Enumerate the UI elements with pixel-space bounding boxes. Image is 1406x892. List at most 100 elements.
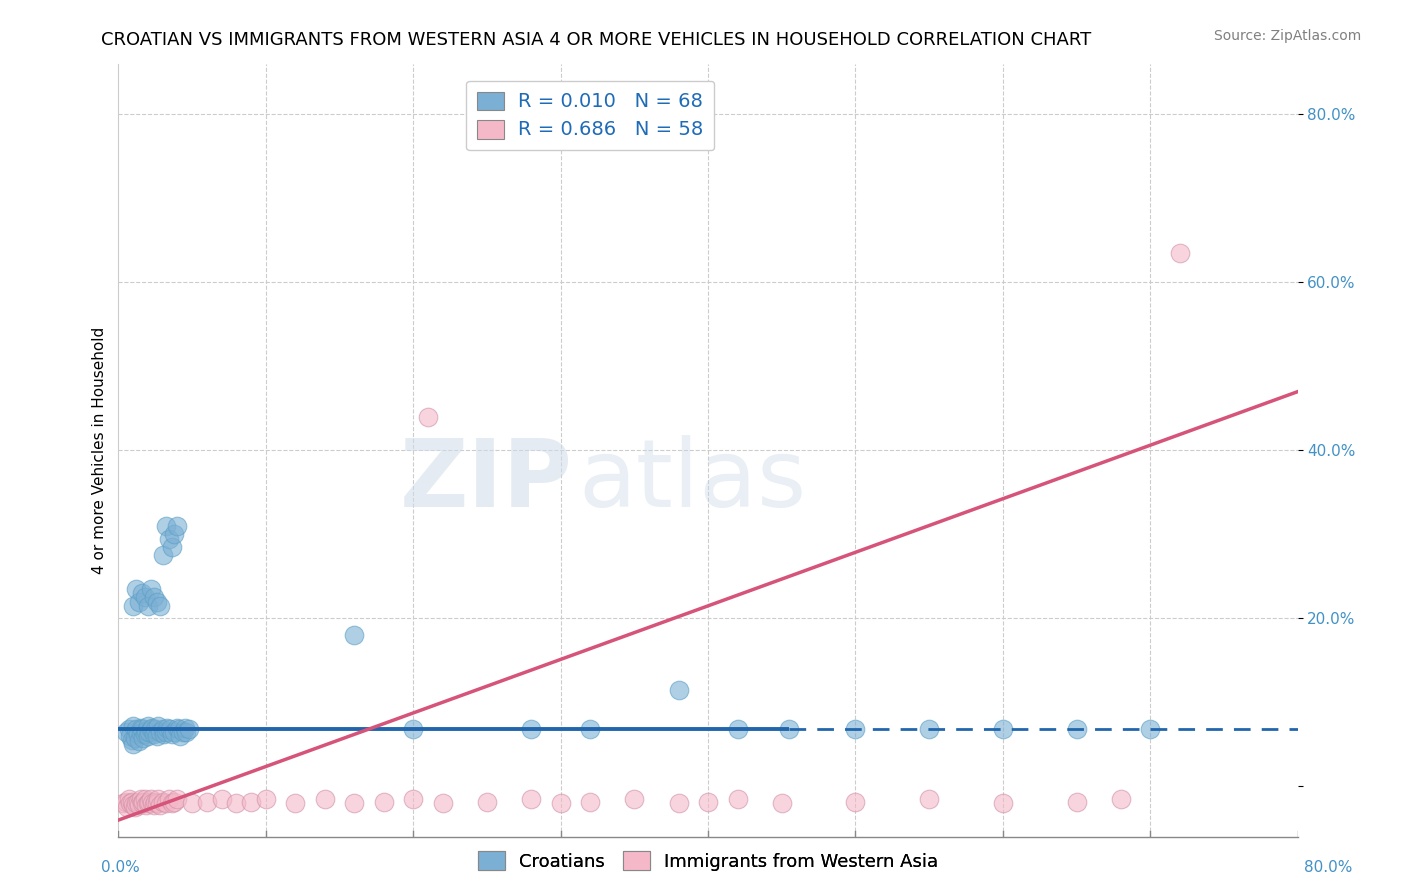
Point (122, 738, 145, 752)
Point (111, 797, 134, 811)
Point (129, 725, 152, 739)
Point (127, 795, 149, 809)
Point (139, 792, 162, 806)
Point (132, 795, 155, 809)
Point (166, 519, 188, 533)
Point (155, 797, 177, 811)
Point (181, 797, 204, 811)
Point (160, 797, 183, 811)
Point (121, 795, 143, 809)
Point (173, 721, 195, 735)
Point (343, 797, 366, 811)
Point (174, 724, 197, 739)
Point (125, 797, 148, 811)
Point (136, 719, 159, 733)
Point (432, 797, 454, 811)
Point (157, 792, 180, 806)
Point (142, 591, 165, 605)
Point (135, 724, 157, 739)
Point (770, 797, 793, 811)
Text: 0.0%: 0.0% (101, 860, 141, 874)
Point (314, 792, 336, 806)
Point (166, 792, 188, 806)
Point (136, 599, 159, 613)
Text: Source: ZipAtlas.com: Source: ZipAtlas.com (1213, 29, 1361, 43)
Point (125, 582, 148, 596)
Point (1139, 723, 1161, 737)
Point (145, 595, 167, 609)
Point (343, 628, 366, 642)
Point (668, 682, 690, 697)
Point (117, 800, 139, 814)
Point (1109, 792, 1132, 806)
Point (138, 795, 160, 809)
Point (131, 723, 153, 737)
Point (778, 723, 800, 737)
Point (128, 797, 150, 812)
Point (132, 731, 155, 745)
Point (416, 409, 439, 424)
Point (918, 723, 941, 737)
Point (124, 731, 146, 745)
Point (118, 792, 141, 806)
Point (145, 797, 167, 811)
Text: 80.0%: 80.0% (1305, 860, 1353, 874)
Point (114, 795, 136, 809)
Point (844, 723, 866, 737)
Point (623, 792, 645, 806)
Point (136, 797, 159, 811)
Point (475, 795, 498, 809)
Point (145, 729, 167, 743)
Point (402, 792, 425, 806)
Point (152, 549, 174, 563)
Point (131, 797, 153, 811)
Point (991, 797, 1014, 811)
Point (134, 591, 156, 605)
Point (124, 800, 146, 814)
Point (166, 721, 188, 735)
Point (128, 595, 150, 609)
Point (114, 724, 136, 739)
Point (520, 723, 543, 737)
Point (520, 792, 543, 806)
Point (155, 724, 177, 739)
Point (143, 795, 166, 809)
Point (211, 792, 233, 806)
Point (668, 797, 690, 811)
Point (550, 797, 572, 811)
Point (131, 586, 153, 600)
Point (155, 519, 177, 533)
Point (121, 733, 143, 747)
Point (122, 797, 145, 812)
Point (225, 797, 247, 811)
Point (120, 797, 142, 811)
Text: ZIP: ZIP (399, 435, 572, 527)
Point (135, 797, 157, 812)
Point (163, 795, 186, 809)
Point (152, 723, 174, 737)
Text: atlas: atlas (578, 435, 807, 527)
Point (129, 721, 152, 735)
Point (727, 792, 749, 806)
Point (153, 727, 176, 741)
Point (1066, 795, 1088, 809)
Point (141, 797, 163, 811)
Point (579, 795, 602, 809)
Point (148, 792, 170, 806)
Point (918, 792, 941, 806)
Point (727, 723, 749, 737)
Point (240, 795, 263, 809)
Point (152, 795, 174, 809)
Legend: Croatians, Immigrants from Western Asia: Croatians, Immigrants from Western Asia (471, 844, 946, 878)
Point (991, 723, 1014, 737)
Point (149, 797, 172, 812)
Y-axis label: 4 or more Vehicles in Household: 4 or more Vehicles in Household (93, 326, 107, 574)
Point (844, 795, 866, 809)
Point (159, 723, 181, 737)
Point (163, 724, 186, 739)
Point (139, 723, 162, 737)
Point (163, 527, 186, 541)
Point (129, 792, 152, 806)
Point (120, 729, 142, 743)
Point (284, 797, 307, 811)
